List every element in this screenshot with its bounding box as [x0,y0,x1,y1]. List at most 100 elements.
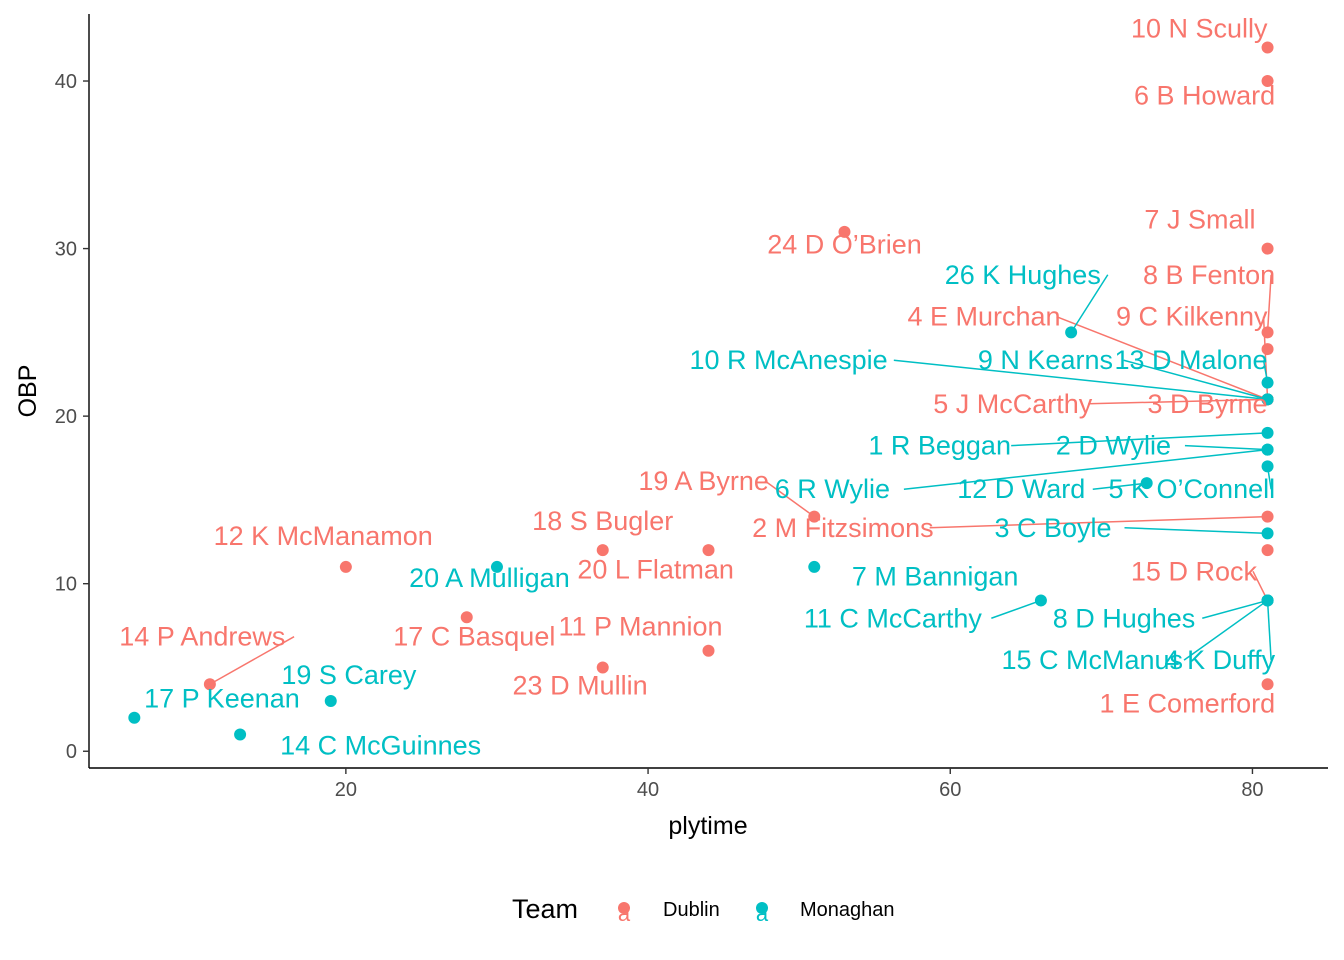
point-label: 19 A Byrne [638,466,769,496]
point-label: 7 J Small [1144,204,1255,234]
legend-label-dublin: Dublin [663,899,720,921]
data-point [1261,393,1274,406]
ticks-layer: 20 40 60 80 0 10 20 30 40 [55,71,1264,801]
data-point [1261,343,1274,356]
leader-line [1184,444,1268,451]
point-label: 6 B Howard [1134,80,1275,110]
leader-line [1124,527,1268,535]
point-label: 3 C Boyle [994,513,1111,543]
point-label: 2 D Wylie [1056,431,1171,461]
data-point [1140,477,1153,490]
y-tick-label: 20 [55,406,77,428]
legend: Team a Dublin a Monaghan [512,894,895,926]
legend-key-dublin [618,902,630,914]
point-label: 18 S Bugler [532,506,673,536]
point-label: 23 D Mullin [513,670,648,700]
leader-line [1011,432,1268,447]
data-point [1261,527,1274,540]
x-axis-title: plytime [668,812,747,840]
data-point [1261,326,1274,339]
point-label: 14 C McGuinnes [280,731,481,761]
y-tick-label: 0 [66,741,77,763]
leader-line [1088,398,1268,405]
leader-line [209,636,295,685]
x-tick-label: 40 [637,779,659,801]
data-point [702,544,715,557]
leader-line [1183,599,1268,661]
data-point [1261,75,1274,88]
legend-key-monaghan [756,902,768,914]
point-label: 19 S Carey [281,660,417,690]
axes-layer [88,14,1328,769]
data-point [1261,376,1274,389]
point-label: 10 R McAnespie [690,345,888,375]
point-label: 17 C Basquel [393,622,555,652]
point-label: 5 J McCarthy [933,389,1093,419]
leader-line [893,359,1268,401]
data-point [1034,594,1047,607]
leader-line [764,480,815,518]
data-point [203,678,216,691]
point-label: 11 C McCarthy [804,603,983,633]
x-tick-label: 20 [335,779,357,801]
data-point [1261,460,1274,473]
y-tick-label: 30 [55,239,77,261]
point-label: 13 D Malone [1114,345,1267,375]
legend-label-monaghan: Monaghan [800,899,895,921]
point-label: 15 C McManus [1001,645,1183,675]
leader-line [903,448,1268,490]
leader-line [1266,600,1272,661]
data-point [1261,242,1274,255]
leader-lines [209,274,1272,685]
point-label: 26 K Hughes [945,260,1101,290]
data-point [808,560,821,573]
data-point [596,544,609,557]
legend-title: Team [512,894,578,924]
leader-line [1202,599,1268,619]
data-point [1261,544,1274,557]
point-label: 12 D Ward [957,474,1085,504]
leader-line [1092,482,1147,490]
leader-line [1123,359,1268,401]
leader-line [929,515,1268,529]
points-layer: 10 N Scully 6 B Howard 24 D O’Brien 7 J Sma… [119,13,1275,760]
data-point [838,225,851,238]
point-label: 5 K O’Connell [1109,474,1276,504]
point-label: 20 A Mulligan [409,563,570,593]
leader-line [1056,315,1268,401]
y-tick-label: 40 [55,71,77,93]
data-point [702,644,715,657]
data-point [1261,443,1274,456]
point-label: 1 R Beggan [868,431,1011,461]
point-label: 15 D Rock [1131,556,1258,586]
point-label: 1 E Comerford [1100,689,1276,719]
data-point [1065,326,1078,339]
point-label: 8 D Hughes [1053,603,1196,633]
point-label: 9 N Kearns [978,345,1113,375]
point-label: 6 R Wylie [775,474,890,504]
leader-line [991,599,1042,619]
data-point [460,611,473,624]
data-point [1261,510,1274,523]
data-point [1261,41,1274,54]
leader-line [1266,274,1272,333]
data-point [339,560,352,573]
point-label: 9 C Kilkenny [1116,302,1268,332]
point-labels: 10 N Scully 6 B Howard 24 D O’Brien 7 J Sma… [119,13,1275,760]
data-point [1261,594,1274,607]
point-label: 17 P Keenan [144,684,300,714]
point-label: 8 B Fenton [1143,260,1275,290]
data-point [808,510,821,523]
point-label: 3 D Byrne [1147,389,1267,419]
data-point [1261,678,1274,691]
data-point [324,694,337,707]
point-label: 7 M Bannigan [852,561,1019,591]
point-label: 24 D O’Brien [767,230,922,260]
point-label: 4 E Murchan [907,302,1060,332]
data-point [234,728,247,741]
point-label: 20 L Flatman [577,555,734,585]
x-tick-label: 60 [939,779,961,801]
point-label: 14 P Andrews [119,622,285,652]
point-label: 4 K Duffy [1165,645,1276,675]
